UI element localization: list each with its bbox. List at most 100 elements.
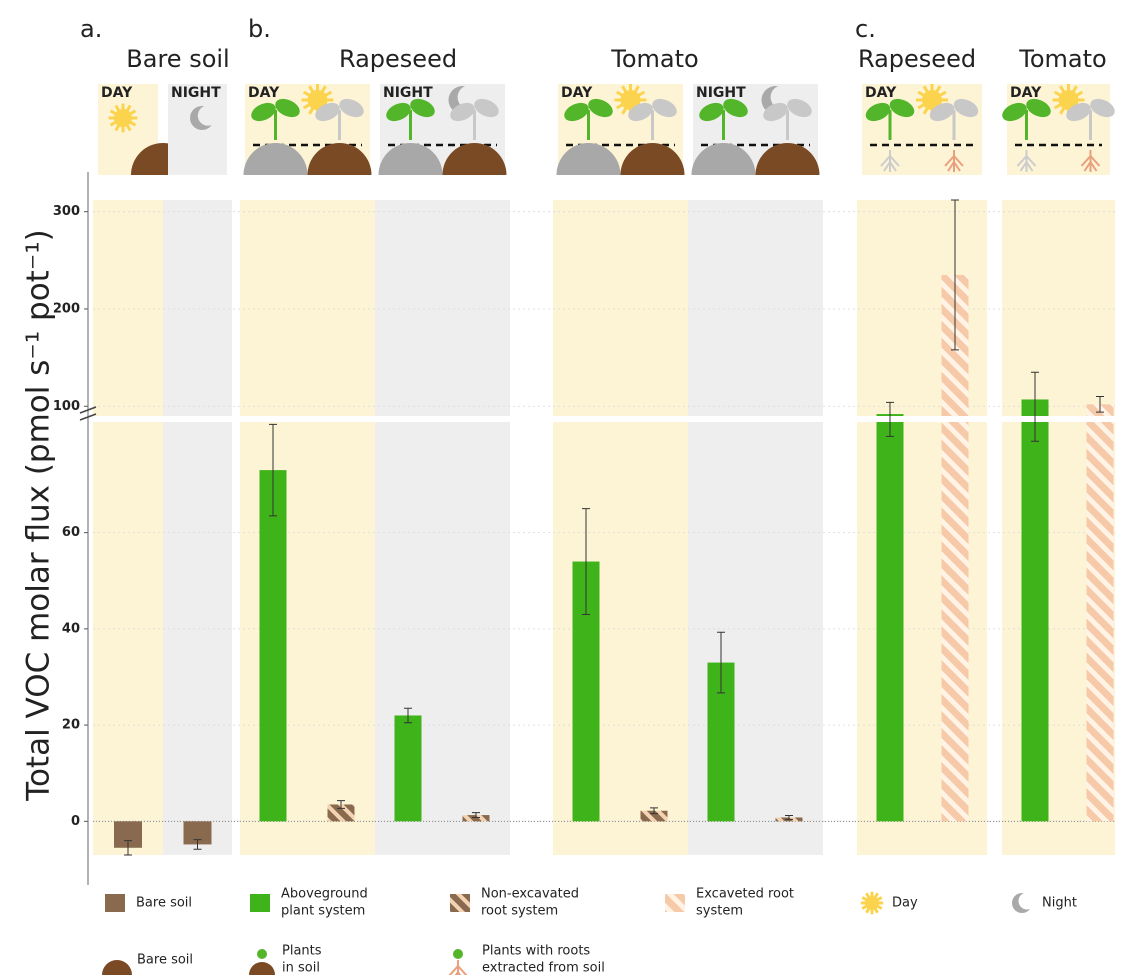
bar [941,274,969,822]
soil-icon [378,143,443,175]
roots-icon [448,960,468,979]
soil-icon [442,143,507,175]
error-bar [1096,396,1104,413]
panel-label: a. [80,15,102,43]
legend-leaf [453,949,463,959]
error-bar [785,815,793,820]
legend-label: Bare soil [137,953,193,968]
error-bar [404,707,412,724]
plant-leaf [1026,98,1051,118]
legend-label: extracted from soil [482,961,605,976]
legend-swatch [105,894,125,912]
error-bar [717,631,725,694]
error-bar [951,199,959,351]
sun-icon [916,84,948,116]
y-tick-label: 0 [71,814,80,829]
axis-break-mark [79,406,97,421]
plant-leaf [652,98,677,118]
condition-label: NIGHT [696,85,746,101]
sun-core [307,90,328,110]
legend-label: plant system [281,904,365,919]
plant-leaf [787,98,812,118]
legend-swatch [250,894,270,912]
panel-title: Rapeseed [339,45,457,73]
sun-icon [108,103,138,133]
plant-leaf [763,102,788,122]
sun-core [114,109,132,127]
soil-icon [307,143,372,175]
plant-leaf [588,98,613,118]
condition-label: NIGHT [171,85,221,101]
legend-label: Plants [282,944,322,959]
roots-icon [880,150,900,172]
plant-leaf [315,102,340,122]
plant-leaf [474,98,499,118]
plant-leaf [450,102,475,122]
plant-leaf [1090,98,1115,118]
plant-leaf [865,102,891,122]
soil-icon [755,143,820,175]
legend-label: Excaveted root [696,887,794,902]
legend-label: Aboveground [281,887,368,902]
y-tick-label: 20 [62,718,80,733]
sun-core [865,896,879,910]
error-bar [1031,371,1039,442]
plant-leaf [386,102,411,122]
plant-leaf [251,102,276,122]
plant-leaf [564,102,589,122]
roots-icon [1080,150,1101,172]
panel-title: Bare soil [126,45,229,73]
y-tick-label: 300 [53,204,80,219]
legend-label: Non-excavated [481,887,579,902]
panel-label: c. [855,15,876,43]
condition-background [163,200,232,855]
moon-cut [1018,892,1036,910]
legend-label: Bare soil [136,896,192,911]
bar [327,804,355,822]
sun-core [1058,90,1079,110]
roots-icon [1016,150,1037,172]
bar [876,414,904,822]
y-tick-label: 100 [53,399,80,414]
sun-core [620,90,641,110]
plant-leaf [699,102,724,122]
soil-icon [691,143,756,175]
error-bar [193,839,202,850]
legend-label: in soil [282,961,320,976]
legend-label: system [696,904,743,919]
bar [394,715,422,822]
error-bar [886,401,894,437]
bar [259,470,287,822]
plant-leaf [1066,102,1091,122]
error-bar [582,508,590,615]
condition-label: DAY [248,85,280,101]
condition-label: NIGHT [383,85,433,101]
bar [1086,404,1114,822]
error-bar [269,423,277,517]
plant-leaf [889,98,915,118]
error-bar [337,800,345,809]
icon-background [168,84,227,175]
plant-leaf [410,98,435,118]
condition-label: DAY [561,85,593,101]
plant-leaf [628,102,653,122]
legend-swatch [450,894,470,912]
y-tick-label: 200 [53,301,80,316]
soil-icon [102,960,132,975]
legend-leaf [257,949,267,959]
error-bar [650,807,658,815]
soil-icon [620,143,685,175]
moon-cut [197,105,219,126]
legend-label: Plants with roots [482,944,590,959]
bar [1021,399,1049,822]
sun-icon [860,891,884,915]
plant-leaf [953,98,979,118]
panel-title: Rapeseed [858,45,976,73]
panel-label: b. [248,15,271,43]
plant-leaf [723,98,748,118]
panel-title: Tomato [610,45,698,73]
plant-leaf [339,98,364,118]
bar [183,821,212,845]
legend-label: Day [892,896,918,911]
